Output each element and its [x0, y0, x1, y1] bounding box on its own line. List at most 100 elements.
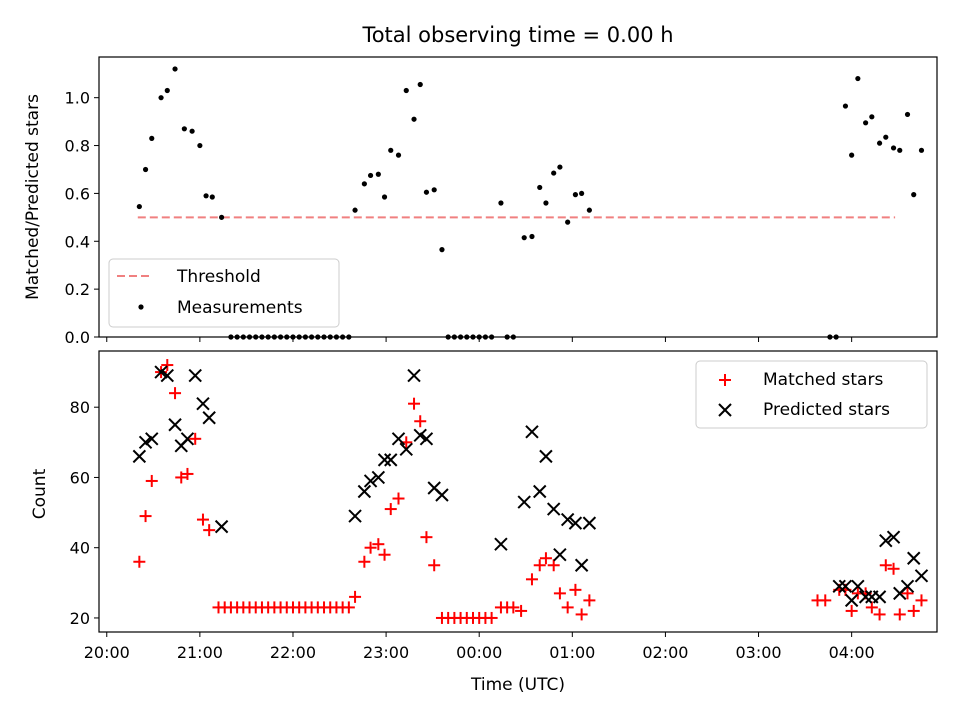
matched-legend-label: Matched stars [763, 370, 883, 390]
predicted-star-point [574, 558, 589, 572]
measurement-point [842, 103, 849, 109]
matched-star-point [525, 573, 538, 586]
measurement-point [498, 200, 504, 206]
matched-star-point [358, 555, 371, 568]
x-tick-label: 03:00 [735, 643, 781, 662]
measurement-point [381, 194, 388, 200]
top-y-tick-label: 0.8 [65, 137, 90, 156]
measurement-point [388, 147, 394, 153]
predicted-star-point [844, 593, 859, 608]
matched-star-point [507, 601, 520, 614]
bottom-y-tick-label: 20 [70, 609, 90, 628]
matched-star-point [901, 587, 914, 600]
measurement-point [395, 152, 402, 158]
matched-star-point [547, 559, 560, 572]
top-legend: Threshold Measurements [108, 258, 340, 328]
top-x-ticks [106, 337, 853, 342]
matched-star-point [907, 604, 920, 617]
x-tick-label: 01:00 [549, 643, 595, 662]
x-tick-label: 23:00 [363, 643, 409, 662]
measurement-point [876, 140, 883, 146]
measurement-point [197, 142, 203, 149]
matched-star-point [539, 552, 552, 565]
matched-star-point [181, 467, 194, 480]
matched-star-point [879, 559, 892, 572]
predicted-star-point [494, 537, 508, 551]
predicted-star-point [377, 453, 392, 467]
matched-star-point [819, 594, 832, 607]
predicted-star-point [357, 484, 372, 499]
bottom-y-tick-label: 40 [70, 539, 90, 558]
measurement-point [918, 147, 925, 153]
predicted-star-point [391, 432, 406, 446]
matched-predicted-panel: 0.0 0.2 0.4 0.6 0.8 1.0 Matched/Predicted sta… [23, 56, 938, 347]
predicted-legend-label: Predicted stars [763, 400, 890, 420]
bottom-axes-frame [98, 350, 938, 633]
top-legend-box [108, 258, 340, 328]
predicted-star-point [399, 442, 413, 457]
predicted-star-point [202, 411, 216, 425]
predicted-star-point [546, 502, 561, 516]
matched-star-point [887, 562, 900, 575]
matched-star-point [133, 555, 146, 568]
matched-star-point [161, 359, 174, 372]
measurement-point [537, 184, 543, 191]
top-y-ticks: 0.0 0.2 0.4 0.6 0.8 1.0 [65, 89, 99, 347]
x-tick-label: 02:00 [642, 643, 688, 662]
predicted-star-point [872, 590, 887, 604]
measurement-point [149, 135, 155, 141]
matched-star-point [569, 583, 582, 596]
predicted-star-point [363, 474, 378, 488]
counts-plot-area [132, 359, 929, 624]
measurement-point [361, 181, 367, 187]
predicted-star-point [900, 579, 915, 594]
measurement-point [172, 66, 178, 72]
predicted-star-point [196, 396, 210, 411]
top-y-tick-label: 0.4 [65, 232, 90, 251]
measurement-point [855, 75, 861, 82]
predicted-star-point [160, 368, 174, 383]
measurement-point [142, 166, 149, 173]
measurement-point [209, 194, 215, 200]
measurement-point [557, 164, 563, 170]
predicted-star-point [582, 516, 597, 530]
matched-star-point [845, 604, 858, 617]
x-axis-label: Time (UTC) [470, 675, 565, 695]
measurement-point [158, 95, 164, 101]
measurement-point [579, 190, 585, 197]
measurement-point [136, 203, 142, 210]
measurement-point [543, 200, 549, 206]
measurement-point [911, 192, 917, 198]
measurement-point [869, 114, 875, 120]
predicted-star-point [371, 470, 386, 485]
matched-star-point [575, 608, 588, 621]
predicted-star-point [539, 449, 553, 464]
matched-legend-swatch [719, 374, 731, 386]
predicted-star-point [138, 435, 153, 450]
measurement-point [164, 87, 170, 94]
matched-star-point [384, 503, 397, 516]
top-y-tick-label: 0.6 [65, 184, 90, 203]
matched-star-point [139, 510, 152, 523]
matched-star-point [175, 471, 188, 484]
measurement-point [439, 247, 445, 253]
measurement-point [411, 116, 417, 122]
predicted-star-point [533, 484, 547, 499]
measurements-plot-area [136, 66, 925, 340]
measurement-point [565, 219, 571, 225]
measurement-point [403, 87, 409, 94]
top-y-axis-label: Matched/Predicted stars [23, 94, 43, 300]
measurement-point [367, 172, 374, 179]
top-y-tick-label: 0.2 [65, 280, 90, 299]
predicted-star-point [879, 533, 893, 548]
measurement-point [218, 214, 225, 220]
matched-star-point [408, 397, 421, 410]
predicted-star-point [413, 428, 427, 443]
measurement-point [181, 126, 187, 132]
measurement-point [863, 120, 869, 126]
predicted-star-point [568, 516, 583, 530]
predicted-star-point [188, 368, 202, 383]
figure-title: Total observing time = 0.00 h [361, 23, 673, 47]
measurement-point [572, 192, 579, 198]
threshold-legend-label: Threshold [176, 267, 261, 287]
